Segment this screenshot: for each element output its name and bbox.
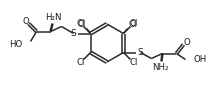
Text: O: O	[22, 17, 29, 26]
Text: Cl: Cl	[76, 58, 85, 67]
Text: S: S	[71, 29, 77, 38]
Text: NH₂: NH₂	[152, 63, 169, 72]
Text: S: S	[138, 48, 143, 57]
Text: H₂N: H₂N	[45, 13, 62, 22]
Text: Cl: Cl	[129, 58, 138, 67]
Text: Cl: Cl	[76, 19, 85, 28]
Text: Cl: Cl	[77, 20, 86, 29]
Text: HO: HO	[9, 40, 22, 49]
Text: O: O	[183, 38, 190, 47]
Text: OH: OH	[193, 55, 207, 64]
Text: Cl: Cl	[128, 20, 137, 29]
Text: Cl: Cl	[129, 19, 138, 28]
